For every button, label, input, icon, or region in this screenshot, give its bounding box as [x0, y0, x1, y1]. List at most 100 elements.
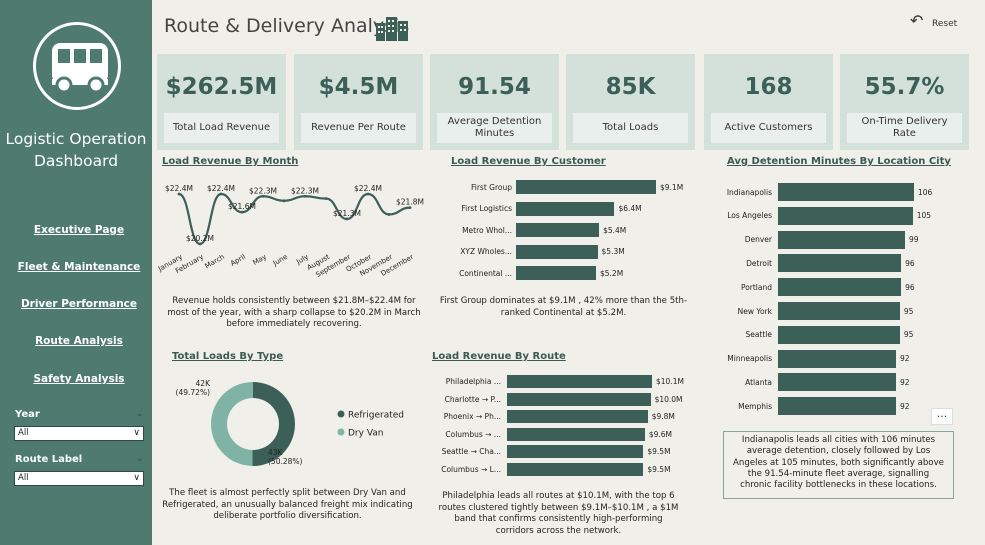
customer-data-label: $6.4M: [618, 204, 642, 213]
route-category-label: Seattle → Cha...: [441, 447, 501, 456]
donut-slice[interactable]: [210, 382, 253, 466]
kpi-value: 55.7%: [864, 74, 945, 100]
month-point[interactable]: [366, 192, 370, 196]
month-note: Revenue holds consistently between $21.8…: [167, 296, 421, 329]
month-point[interactable]: [240, 210, 244, 214]
customer-bar[interactable]: [516, 244, 598, 259]
route-data-label: $9.5M: [647, 464, 671, 474]
month-tick-label: March: [204, 253, 226, 271]
customer-bar[interactable]: [516, 180, 656, 194]
city-data-label: 95: [903, 330, 914, 340]
month-point[interactable]: [324, 197, 328, 200]
nav-driver-performance[interactable]: Driver Performance: [20, 298, 138, 310]
city-category-label: Portland: [740, 282, 772, 292]
dashboard-title-line1: Logistic Operation: [5, 130, 147, 148]
route-category-label: Columbus → L...: [441, 464, 501, 474]
legend-label[interactable]: Dry Van: [348, 429, 384, 439]
month-data-label: $22.4M: [207, 184, 235, 193]
page-title: Route & Delivery Analysis: [164, 15, 410, 37]
month-data-label: $21.6M: [228, 202, 256, 211]
month-point[interactable]: [408, 206, 412, 210]
month-point[interactable]: [303, 194, 307, 198]
nav-safety-analysis[interactable]: Safety Analysis: [33, 373, 125, 385]
customer-bar[interactable]: [516, 201, 615, 216]
route-bar[interactable]: [507, 445, 644, 458]
kpi-revenue-per-route: $4.5M Revenue Per Route: [294, 54, 423, 150]
route-bar[interactable]: [507, 427, 645, 441]
month-point[interactable]: [345, 217, 349, 221]
legend-label[interactable]: Refrigerated: [348, 411, 404, 421]
city-data-label: 92: [900, 401, 910, 411]
month-point[interactable]: [282, 199, 286, 203]
donut-data-label: (50.28%): [268, 457, 303, 466]
route-category-label: Philadelphia ...: [445, 377, 501, 386]
route-data-label: $9.5M: [647, 447, 671, 456]
customer-data-label: $9.1M: [660, 182, 684, 192]
customer-chart-title: Load Revenue By Customer: [451, 156, 606, 167]
nav-route-analysis[interactable]: Route Analysis: [35, 335, 123, 347]
month-point[interactable]: [177, 192, 181, 196]
chevron-down-icon[interactable]: ⌄: [136, 409, 144, 419]
city-data-label: 95: [903, 306, 914, 316]
kpi-value: 91.54: [458, 74, 531, 100]
legend-marker: [337, 428, 345, 436]
chevron-down-icon[interactable]: ⌄: [136, 454, 144, 464]
route-data-label: $10.1M: [656, 377, 684, 386]
customer-data-label: $5.3M: [601, 247, 625, 256]
year-select-value: All: [18, 428, 29, 438]
undo-arrow-icon: ↶: [910, 11, 924, 30]
year-select[interactable]: All ∨: [14, 426, 144, 441]
donut-data-label: 42K: [196, 379, 212, 388]
route-bar[interactable]: [507, 392, 651, 406]
month-data-label: $21.8M: [396, 198, 424, 207]
nav-executive-page[interactable]: Executive Page: [33, 224, 125, 236]
city-bar[interactable]: [778, 278, 902, 297]
donut-slice[interactable]: [252, 382, 295, 466]
kpi-value: $262.5M: [165, 74, 278, 100]
city-category-label: Indianapolis: [726, 187, 772, 197]
month-point[interactable]: [198, 242, 202, 246]
route-bar[interactable]: [507, 410, 648, 423]
month-point[interactable]: [387, 213, 391, 216]
city-data-label: 92: [900, 354, 910, 364]
city-bar[interactable]: [778, 325, 900, 344]
kpi-label: Average Detention Minutes: [437, 113, 552, 143]
kpi-active-customers: 168 Active Customers: [704, 54, 833, 150]
dashboard-title-line2: Dashboard: [33, 152, 119, 170]
customer-category-label: First Group: [470, 182, 512, 192]
city-bar[interactable]: [778, 206, 913, 225]
more-options-button[interactable]: ...: [931, 408, 953, 425]
kpi-label: Total Load Revenue: [164, 113, 279, 143]
route-category-label: Phoenix → Ph...: [443, 412, 501, 421]
kpi-label: Active Customers: [711, 113, 826, 143]
city-bar[interactable]: [778, 302, 900, 320]
city-category-label: Los Angeles: [727, 211, 772, 221]
city-bar[interactable]: [778, 254, 902, 273]
city-bar[interactable]: [778, 397, 897, 416]
city-bar[interactable]: [778, 230, 906, 249]
sidebar: Logistic Operation Dashboard Executive P…: [0, 0, 152, 545]
customer-note: First Group dominates at $9.1M , 42% mor…: [439, 296, 688, 318]
kpi-on-time-delivery-rate: 55.7% On-Time Delivery Rate: [840, 54, 969, 150]
reset-label: Reset: [932, 19, 958, 29]
nav-fleet-maintenance[interactable]: Fleet & Maintenance: [17, 261, 141, 273]
customer-bar-chart: First Group $9.1M First Logistics $6.4M Metr…: [430, 180, 690, 285]
month-point[interactable]: [261, 194, 265, 198]
route-category-label: Columbus → ...: [445, 429, 501, 439]
city-bar[interactable]: [778, 373, 897, 392]
route-label-select[interactable]: All ∨: [14, 471, 144, 486]
kpi-total-load-revenue: $262.5M Total Load Revenue: [157, 54, 286, 150]
city-bar[interactable]: [778, 183, 914, 201]
route-category-label: Charlotte → P...: [444, 394, 501, 404]
month-tick-label: June: [271, 253, 289, 268]
customer-bar[interactable]: [516, 266, 596, 280]
route-bar[interactable]: [507, 462, 644, 476]
month-chart-title: Load Revenue By Month: [162, 156, 299, 167]
kpi-label: Revenue Per Route: [301, 113, 416, 143]
city-bar[interactable]: [778, 349, 897, 368]
donut-data-label: 43K: [268, 448, 284, 457]
month-point[interactable]: [219, 192, 223, 196]
route-bar[interactable]: [507, 375, 652, 388]
type-chart-title: Total Loads By Type: [172, 351, 284, 362]
customer-bar[interactable]: [516, 223, 600, 237]
